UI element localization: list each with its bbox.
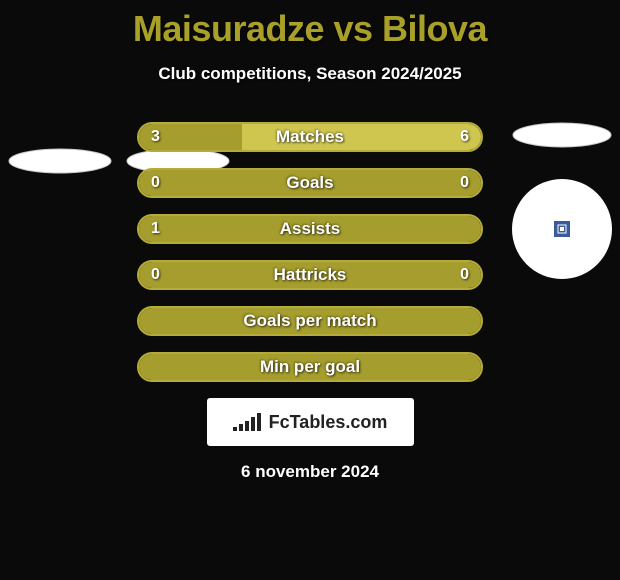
- stat-label: Hattricks: [139, 262, 481, 288]
- stat-label: Goals: [139, 170, 481, 196]
- stat-row: Assists1: [137, 214, 483, 244]
- stat-label: Assists: [139, 216, 481, 242]
- stat-value-right: 0: [460, 262, 469, 288]
- stat-row: Goals per match: [137, 306, 483, 336]
- player-right-avatars: [512, 122, 612, 279]
- stat-row: Matches3 6: [137, 122, 483, 152]
- stat-row: Hattricks0 0: [137, 260, 483, 290]
- page-subtitle: Club competitions, Season 2024/2025: [0, 64, 620, 84]
- avatar-ellipse-icon: [8, 148, 112, 178]
- stat-value-left: 3: [151, 124, 160, 150]
- brand-box: FcTables.com: [207, 398, 414, 446]
- stat-value-left: 0: [151, 262, 160, 288]
- stat-row: Min per goal: [137, 352, 483, 382]
- avatar-ellipse-icon: [512, 122, 612, 152]
- brand-text: FcTables.com: [269, 412, 388, 433]
- stat-value-right: 6: [460, 124, 469, 150]
- comparison-chart: Matches36Goals00Assists1Hattricks00Goals…: [0, 122, 620, 382]
- stat-label: Matches: [139, 124, 481, 150]
- brand-bars-icon: [233, 409, 263, 436]
- footer-date: 6 november 2024: [0, 462, 620, 482]
- player-badge-circle: [512, 179, 612, 279]
- stat-row: Goals0 0: [137, 168, 483, 198]
- stat-label: Min per goal: [139, 354, 481, 380]
- page-title: Maisuradze vs Bilova: [0, 8, 620, 50]
- stat-value-left: 1: [151, 216, 160, 242]
- header: Maisuradze vs Bilova Club competitions, …: [0, 0, 620, 84]
- stat-value-left: 0: [151, 170, 160, 196]
- stat-value-right: 0: [460, 170, 469, 196]
- stat-label: Goals per match: [139, 308, 481, 334]
- badge-icon: [554, 221, 570, 237]
